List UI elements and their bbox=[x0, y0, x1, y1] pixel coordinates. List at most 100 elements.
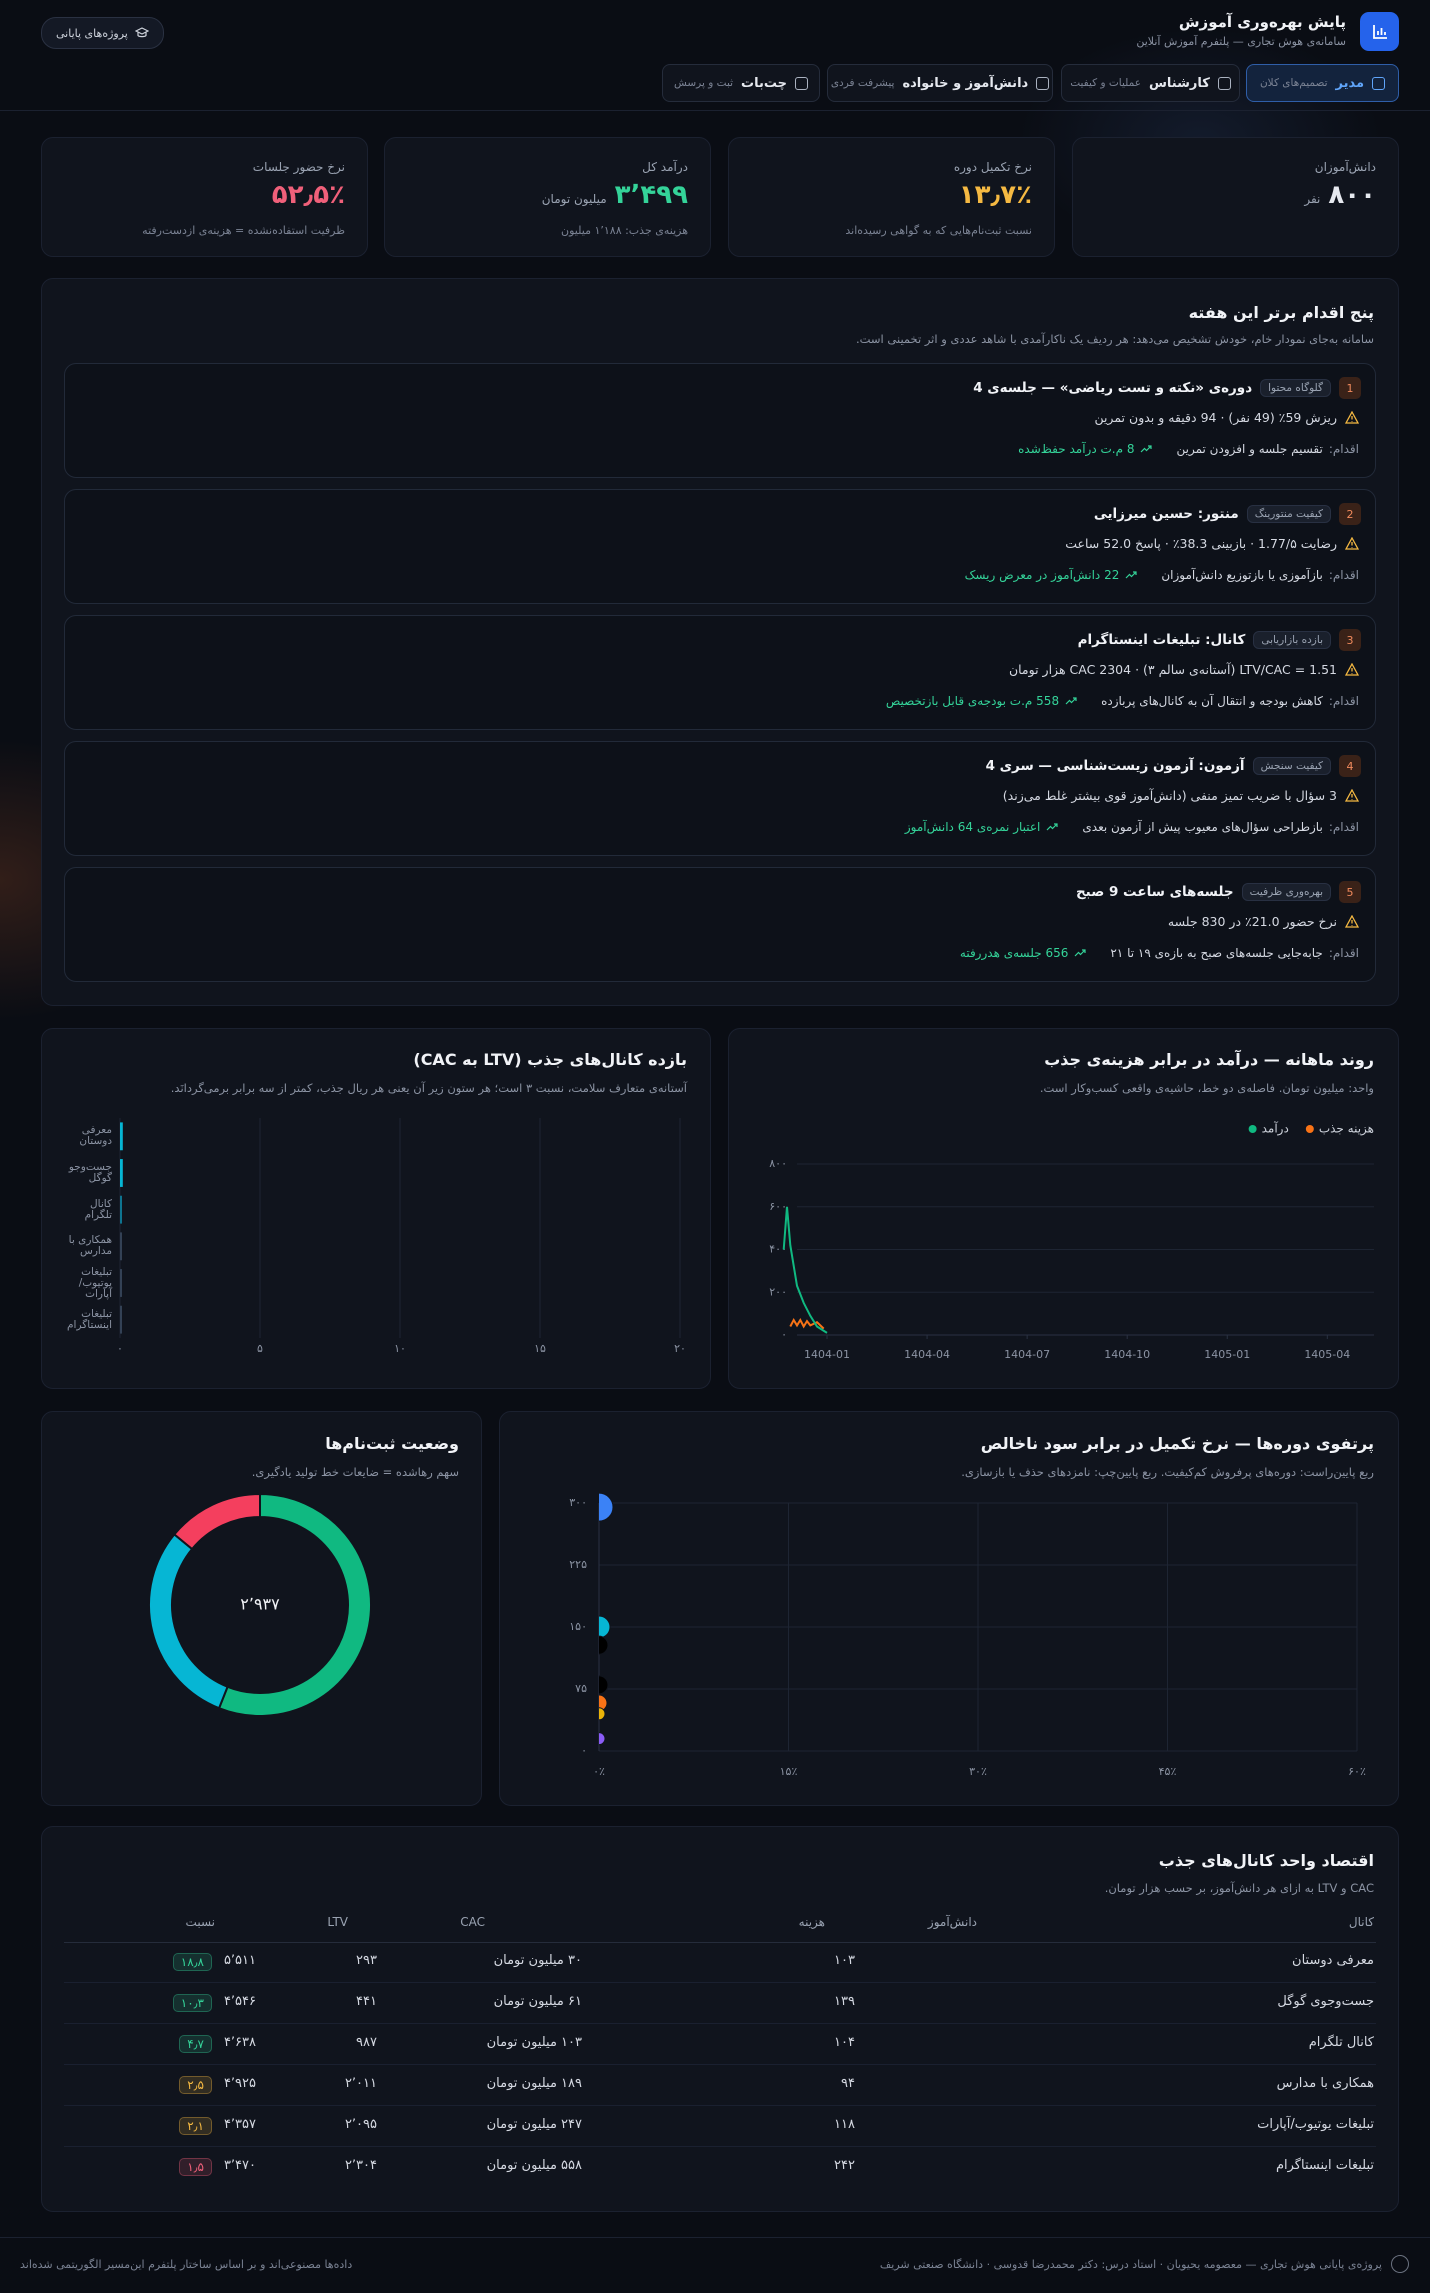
action-row: اقدام: تقسیم جلسه و افزودن تمرین 8 م.ت درآ… bbox=[1018, 442, 1359, 456]
kpi-value: ۱۳٫۷٪ bbox=[958, 180, 1032, 210]
logo bbox=[1360, 12, 1399, 51]
tab-icon bbox=[795, 76, 809, 90]
row-divider bbox=[64, 2023, 1376, 2024]
action-tag: کیفیت سنجش bbox=[1252, 757, 1331, 775]
action-evidence-row: 3 سؤال با ضریب تمیز منفی (دانش‌آموز قوی … bbox=[1003, 788, 1359, 803]
table-cell: تبلیغات اینستاگرام bbox=[1275, 2158, 1374, 2173]
action-rank: 3 bbox=[1339, 629, 1361, 651]
table-cell: همکاری با مدارس bbox=[1276, 2076, 1374, 2091]
action-row: اقدام: بازآموزی یا بازتوزیع دانش‌آموزان 22… bbox=[965, 568, 1359, 582]
actions-subtitle: سامانه به‌جای نمودار خام، خودش تشخیص می‌… bbox=[855, 332, 1374, 346]
table-cell: ۴٬۹۲۵ bbox=[223, 2076, 256, 2091]
ratio-badge: ۲٫۱ bbox=[179, 2117, 212, 2135]
cap-icon bbox=[134, 27, 149, 38]
tab-hint[interactable]: ثبت و پرسش bbox=[673, 77, 734, 89]
tab[interactable]: چت‌بات ثبت و پرسش bbox=[662, 64, 820, 102]
column-header: CAC bbox=[460, 1915, 485, 1929]
table-cell: کانال تلگرام bbox=[1308, 2035, 1374, 2050]
column-header: هزینه bbox=[798, 1915, 825, 1929]
row-divider bbox=[64, 1982, 1376, 1983]
tab-label[interactable]: کارشناس bbox=[1148, 75, 1210, 91]
table-cell: ۶۱ میلیون تومان bbox=[493, 1994, 582, 2009]
ratio-badge: ۱۰٫۳ bbox=[172, 1994, 212, 2012]
tab[interactable]: مدیر تصمیم‌های کلان bbox=[1246, 64, 1399, 102]
actions-title: پنج اقدام برتر این هفته bbox=[1188, 303, 1374, 322]
projects-label[interactable]: پروژه‌های پایانی bbox=[56, 26, 128, 40]
warning-icon bbox=[1345, 663, 1359, 676]
projects-button[interactable]: پروژه‌های پایانی bbox=[41, 17, 164, 49]
action-label: اقدام: bbox=[1328, 442, 1359, 456]
table-cell: ۲۹۳ bbox=[356, 1953, 377, 1968]
channel-title: بازده کانال‌های جذب (LTV به CAC) bbox=[413, 1050, 687, 1069]
table-cell: ۴٬۵۴۶ bbox=[223, 1994, 256, 2009]
table-cell: ۲۴۲ bbox=[834, 2158, 855, 2173]
tab[interactable]: دانش‌آموز و خانواده پیشرفت فردی bbox=[827, 64, 1053, 102]
action-row: اقدام: بازطراحی سؤال‌های معیوب پیش از آزم… bbox=[905, 820, 1359, 834]
tab-hint[interactable]: عملیات و کیفیت bbox=[1070, 77, 1141, 89]
warning-icon bbox=[1345, 537, 1359, 550]
tab-hint[interactable]: تصمیم‌های کلان bbox=[1259, 77, 1328, 89]
trend-icon bbox=[1140, 444, 1153, 454]
footer-note: داده‌ها مصنوعی‌اند و بر اساس ساختار پلتف… bbox=[20, 2258, 353, 2271]
table-cell: ۵۵۸ میلیون تومان bbox=[486, 2158, 582, 2173]
header-divider bbox=[0, 110, 1430, 111]
channel-subtitle: آستانه‌ی متعارف سلامت، نسبت ۳ است؛ هر ست… bbox=[170, 1081, 687, 1095]
kpi-label: دانش‌آموزان bbox=[1314, 160, 1376, 174]
action-item: 5 بهره‌وری ظرفیت جلسه‌های ساعت 9 صبح نرخ حض… bbox=[64, 867, 1376, 982]
table-cell: ۱۰۳ bbox=[834, 1953, 855, 1968]
trend-icon bbox=[1065, 696, 1077, 706]
footer-divider bbox=[0, 2237, 1430, 2238]
action-text: بازطراحی سؤال‌های معیوب پیش از آزمون بعد… bbox=[1082, 820, 1323, 834]
table-cell: معرفی دوستان bbox=[1292, 1953, 1374, 1968]
table-cell: ۱۱۸ bbox=[834, 2117, 855, 2132]
kpi-card: نرخ تکمیل دوره ۱۳٫۷٪ نسبت ثبت‌نام‌هایی که … bbox=[728, 137, 1055, 257]
table-cell: تبلیغات یوتیوب/آپارات bbox=[1257, 2117, 1374, 2132]
tab-hint[interactable]: پیشرفت فردی bbox=[830, 77, 895, 89]
channel-card bbox=[41, 1028, 711, 1389]
table-cell: ۱۳۹ bbox=[834, 1994, 855, 2009]
footer-icon bbox=[1391, 2255, 1409, 2273]
action-rank: 2 bbox=[1339, 503, 1361, 525]
tab-label[interactable]: دانش‌آموز و خانواده bbox=[902, 75, 1029, 91]
table-cell: ۹۸۷ bbox=[356, 2035, 377, 2050]
action-evidence-row: LTV/CAC = 1.51 (آستانه‌ی سالم ۳) · CAC 2… bbox=[1009, 662, 1359, 677]
kpi-value: ۸۰۰ bbox=[1328, 180, 1376, 210]
tab-label[interactable]: چت‌بات bbox=[741, 75, 788, 91]
kpi-value-row: ۱۳٫۷٪ bbox=[959, 180, 1032, 210]
trend-title: روند ماهانه — درآمد در برابر هزینه‌ی جذب bbox=[1044, 1050, 1374, 1069]
action-evidence-row: رضایت 1.77/۵ · بازبینی 38.3٪ · پاسخ 52.0… bbox=[1065, 536, 1359, 551]
action-evidence: رضایت 1.77/۵ · بازبینی 38.3٪ · پاسخ 52.0… bbox=[1065, 536, 1337, 551]
warning-icon bbox=[1345, 789, 1359, 802]
action-item: 2 کیفیت منتورینگ منتور: حسین میرزایی رضایت … bbox=[64, 489, 1376, 604]
row-divider bbox=[64, 2064, 1376, 2065]
tab[interactable]: کارشناس عملیات و کیفیت bbox=[1061, 64, 1240, 102]
table-cell: ۱۰۴ bbox=[834, 2035, 855, 2050]
action-label: اقدام: bbox=[1328, 568, 1359, 582]
portfolio-title: پرتفوی دوره‌ها — نرخ تکمیل در برابر سود … bbox=[980, 1434, 1374, 1453]
table-cell: ۴٬۶۳۸ bbox=[223, 2035, 256, 2050]
kpi-card: درآمد کل ۳٬۴۹۹ میلیون تومان هزینه‌ی جذب: ۱٬… bbox=[384, 137, 711, 257]
trend-card bbox=[728, 1028, 1399, 1389]
warning-icon bbox=[1345, 411, 1359, 424]
trend-icon bbox=[1046, 822, 1059, 832]
action-impact: 8 م.ت درآمد حفظ‌شده bbox=[1018, 442, 1135, 456]
action-label: اقدام: bbox=[1328, 694, 1359, 708]
action-impact: اعتبار نمره‌ی 64 دانش‌آموز bbox=[904, 820, 1041, 834]
ratio-badge: ۱٫۵ bbox=[179, 2158, 212, 2176]
header-divider bbox=[64, 1942, 1376, 1943]
kpi-label: درآمد کل bbox=[642, 160, 688, 174]
table-card bbox=[41, 1826, 1399, 2212]
kpi-value: ۳٬۴۹۹ bbox=[614, 180, 688, 210]
action-head: 4 کیفیت سنجش آزمون: آزمون زیست‌شناسی — سری… bbox=[986, 755, 1361, 777]
action-title: آزمون: آزمون زیست‌شناسی — سری 4 bbox=[985, 758, 1245, 774]
tab-label[interactable]: مدیر bbox=[1335, 75, 1365, 91]
table-cell: ۲٬۰۱۱ bbox=[344, 2076, 377, 2091]
action-row: اقدام: کاهش بودجه و انتقال آن به کانال‌ها… bbox=[886, 694, 1359, 708]
action-evidence-row: ریزش 59٪ (49 نفر) · 94 دقیقه و بدون تمری… bbox=[1094, 410, 1359, 425]
warning-icon bbox=[1345, 915, 1359, 928]
kpi-note: نسبت ثبت‌نام‌هایی که به گواهی رسیده‌اند bbox=[845, 224, 1032, 237]
app-title: پایش بهره‌وری آموزش bbox=[1178, 13, 1346, 31]
action-evidence-row: نرخ حضور 21.0٪ در 830 جلسه bbox=[1168, 914, 1359, 929]
ratio-badge: ۴٫۷ bbox=[179, 2035, 212, 2053]
